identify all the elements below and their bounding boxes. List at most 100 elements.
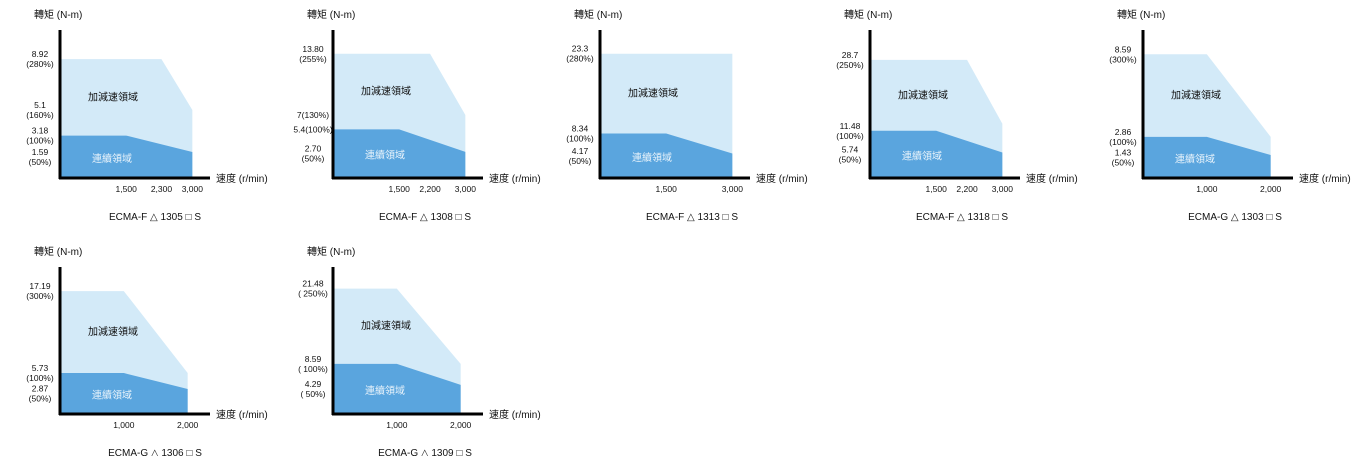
y-axis-label: 轉矩 (N-m) <box>307 245 355 258</box>
y-tick-label: 5.73 <box>32 363 49 373</box>
y-tick-label: 21.48 <box>302 279 324 289</box>
y-tick-label: 17.19 <box>29 281 51 291</box>
accel-region-label: 加減速領域 <box>361 85 411 98</box>
y-tick-label: 5.74 <box>842 144 859 154</box>
continuous-region-area <box>333 129 466 178</box>
chart-caption: ECMA-F △ 1308 □ S <box>379 212 471 223</box>
x-tick-label: 1,500 <box>116 184 138 194</box>
y-tick-label: 8.59 <box>1115 44 1132 54</box>
continuous-region-label: 連續領域 <box>632 151 672 164</box>
y-tick-label: (250%) <box>836 60 864 70</box>
continuous-region-area <box>60 135 193 178</box>
x-tick-label: 1,500 <box>656 184 678 194</box>
x-tick-label: 2,000 <box>450 420 472 430</box>
y-tick-label: 2.86 <box>1115 127 1132 137</box>
y-tick-label: (280%) <box>26 59 54 69</box>
continuous-region-area <box>1143 136 1271 178</box>
accel-region-label: 加減速領域 <box>88 90 138 103</box>
continuous-region-area <box>870 130 1003 178</box>
x-tick-label: 1,500 <box>389 184 411 194</box>
y-tick-label: 2.70 <box>305 144 322 154</box>
x-axis-label: 速度 (r/min) <box>489 172 541 185</box>
y-tick-label: 11.48 <box>840 121 861 131</box>
y-tick-label: 23.3 <box>572 44 589 54</box>
continuous-region-label: 連續領域 <box>365 149 405 162</box>
accel-region-label: 加減速領域 <box>1171 89 1221 102</box>
y-tick-label: (50%) <box>839 154 862 164</box>
y-tick-label: (280%) <box>566 54 594 64</box>
chart-caption: ECMA-G △ 1306 □ S <box>108 448 202 456</box>
x-axis-label: 速度 (r/min) <box>489 408 541 421</box>
y-tick-label: 2.87 <box>32 383 49 393</box>
x-tick-label: 3,000 <box>722 184 744 194</box>
y-tick-label: ( 50%) <box>300 389 325 399</box>
y-tick-label: (300%) <box>26 291 54 301</box>
continuous-region-label: 連續領域 <box>92 389 132 402</box>
y-axis-label: 轉矩 (N-m) <box>34 245 82 258</box>
accel-region-label: 加減速領域 <box>898 88 948 101</box>
x-tick-label: 2,200 <box>956 184 978 194</box>
y-tick-label: (100%) <box>566 134 594 144</box>
x-tick-label: 2,000 <box>1260 184 1282 194</box>
y-tick-label: 8.59 <box>305 354 322 364</box>
chart-caption: ECMA-F △ 1305 □ S <box>109 212 201 223</box>
y-tick-label: (160%) <box>26 110 54 120</box>
y-tick-label: 5.4(100%) <box>293 124 332 134</box>
y-tick-label: 1.59 <box>32 147 49 157</box>
y-tick-label: (300%) <box>1109 54 1137 64</box>
continuous-region-label: 連續領域 <box>92 152 132 165</box>
y-axis-label: 轉矩 (N-m) <box>844 8 892 21</box>
y-tick-label: (100%) <box>836 131 864 141</box>
y-axis-label: 轉矩 (N-m) <box>574 8 622 21</box>
y-tick-label: 4.29 <box>305 379 322 389</box>
y-tick-label: (50%) <box>29 157 52 167</box>
chart-caption: ECMA-F △ 1313 □ S <box>646 212 738 223</box>
continuous-region-label: 連續領域 <box>365 384 405 397</box>
x-axis-label: 速度 (r/min) <box>1299 172 1351 185</box>
y-tick-label: ( 100%) <box>298 364 328 374</box>
x-tick-label: 2,200 <box>419 184 441 194</box>
y-tick-label: 7(130%) <box>297 110 329 120</box>
y-axis-label: 轉矩 (N-m) <box>34 8 82 21</box>
x-axis-label: 速度 (r/min) <box>216 408 268 421</box>
x-axis-label: 速度 (r/min) <box>1026 172 1078 185</box>
continuous-region-label: 連續領域 <box>1175 152 1215 165</box>
chart-caption: ECMA-G △ 1309 □ S <box>378 448 472 456</box>
continuous-region-area <box>600 133 733 178</box>
y-tick-label: 13.80 <box>302 44 324 54</box>
y-tick-label: 3.18 <box>32 126 49 136</box>
y-tick-label: (50%) <box>302 154 325 164</box>
y-tick-label: 28.7 <box>842 50 859 60</box>
y-tick-label: 8.34 <box>572 124 589 134</box>
x-axis-label: 速度 (r/min) <box>756 172 808 185</box>
x-tick-label: 2,000 <box>177 420 199 430</box>
y-axis-label: 轉矩 (N-m) <box>307 8 355 21</box>
x-tick-label: 1,000 <box>386 420 408 430</box>
y-tick-label: (255%) <box>299 54 327 64</box>
y-tick-label: (50%) <box>569 156 592 166</box>
continuous-region-label: 連續領域 <box>902 149 942 162</box>
x-tick-label: 3,000 <box>455 184 477 194</box>
y-tick-label: ( 250%) <box>298 289 328 299</box>
chart-caption: ECMA-G △ 1303 □ S <box>1188 212 1282 223</box>
accel-region-label: 加減速領域 <box>361 319 411 332</box>
x-tick-label: 1,000 <box>113 420 135 430</box>
y-tick-label: (50%) <box>29 393 52 403</box>
y-axis-label: 轉矩 (N-m) <box>1117 8 1165 21</box>
accel-region-label: 加減速領域 <box>88 325 138 338</box>
x-tick-label: 2,300 <box>151 184 173 194</box>
y-tick-label: (50%) <box>1112 157 1135 167</box>
y-tick-label: 4.17 <box>572 146 589 156</box>
y-tick-label: (100%) <box>26 136 54 146</box>
y-tick-label: (100%) <box>1109 137 1137 147</box>
y-tick-label: 1.43 <box>1115 147 1132 157</box>
y-tick-label: 5.1 <box>34 100 46 110</box>
